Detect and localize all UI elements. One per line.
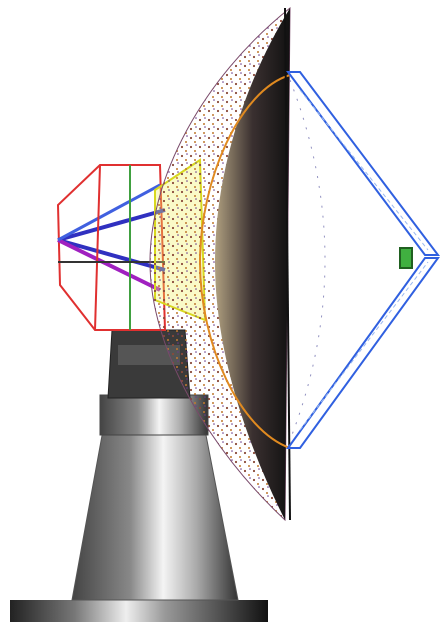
feed-leg-upper [286,71,440,256]
strut [57,238,166,272]
support-cable [289,79,326,441]
base [10,600,268,622]
pedestal-cone [71,429,239,601]
truss-lattice [299,89,429,431]
strut [57,208,166,242]
dish-edge [284,7,291,521]
dish [149,6,291,522]
subreflector [399,247,413,269]
pedestal-collar [99,394,209,436]
dish-rim-arc [198,74,291,449]
strut [57,183,161,242]
frame-line [94,164,101,331]
feed-legs [286,71,440,449]
yoke-band [118,345,180,365]
strut [57,238,161,292]
base-plate [10,600,268,622]
feed-leg-lower [286,257,440,449]
dish-surface [215,8,290,520]
pedestal [71,329,239,601]
